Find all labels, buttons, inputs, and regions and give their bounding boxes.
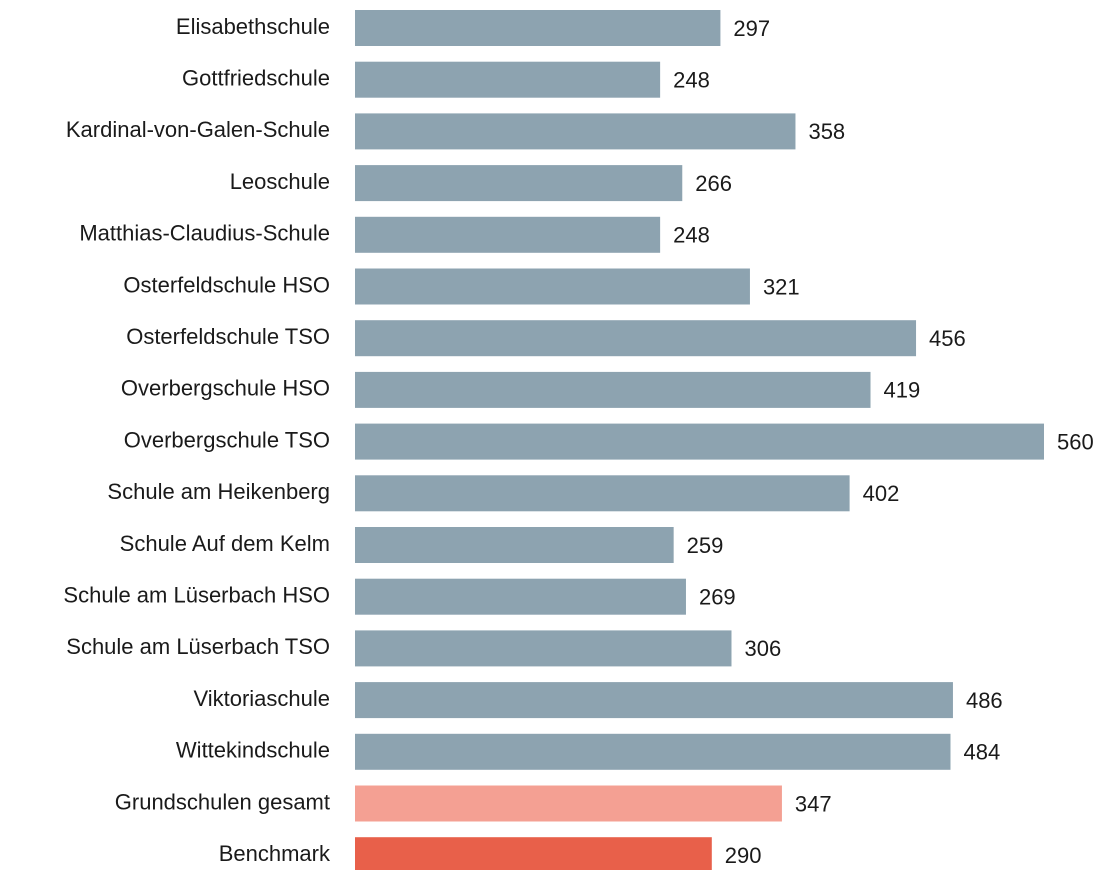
value-label: 484: [963, 740, 1000, 765]
bar: [355, 733, 951, 770]
bar: [355, 837, 712, 870]
value-label: 306: [744, 636, 781, 661]
category-label: Wittekindschule: [176, 738, 330, 763]
category-label: Kardinal-von-Galen-Schule: [66, 117, 330, 142]
value-label: 248: [673, 68, 710, 93]
category-label: Schule am Lüserbach TSO: [66, 634, 330, 659]
value-label: 402: [863, 481, 900, 506]
value-label: 456: [929, 326, 966, 351]
value-label: 358: [808, 119, 845, 144]
category-label: Viktoriaschule: [193, 686, 330, 711]
value-label: 347: [795, 791, 832, 816]
value-label: 297: [733, 16, 770, 41]
category-label: Matthias-Claudius-Schule: [79, 221, 330, 246]
bar: [355, 165, 683, 202]
bar: [355, 268, 750, 305]
category-label: Benchmark: [219, 841, 331, 866]
category-label: Overbergschule HSO: [121, 376, 330, 401]
category-label: Schule Auf dem Kelm: [120, 531, 330, 556]
value-label: 321: [763, 274, 800, 299]
category-label: Schule am Lüserbach HSO: [63, 583, 330, 608]
bar: [355, 423, 1044, 460]
value-label: 486: [966, 688, 1003, 713]
category-label: Grundschulen gesamt: [115, 789, 330, 814]
bar: [355, 527, 674, 563]
bar: [355, 371, 871, 408]
bar: [355, 682, 953, 719]
value-label: 269: [699, 585, 736, 610]
value-label: 560: [1057, 429, 1094, 454]
bar: [355, 10, 721, 46]
value-label: 266: [695, 171, 732, 196]
value-label: 290: [725, 843, 762, 868]
bar: [355, 113, 796, 150]
category-label: Schule am Heikenberg: [107, 479, 330, 504]
category-label: Elisabethschule: [176, 14, 330, 39]
bar: [355, 475, 850, 512]
bar: [355, 630, 732, 667]
category-label: Osterfeldschule TSO: [126, 324, 330, 349]
category-label: Overbergschule TSO: [124, 427, 330, 452]
bar: [355, 216, 661, 253]
category-label: Leoschule: [230, 169, 330, 194]
bar: [355, 61, 661, 98]
bar: [355, 320, 917, 357]
bar: [355, 785, 782, 822]
value-label: 248: [673, 223, 710, 248]
value-label: 259: [687, 533, 724, 558]
value-label: 419: [884, 378, 921, 403]
bar: [355, 578, 686, 615]
category-label: Gottfriedschule: [182, 66, 330, 91]
category-label: Osterfeldschule HSO: [123, 272, 330, 297]
